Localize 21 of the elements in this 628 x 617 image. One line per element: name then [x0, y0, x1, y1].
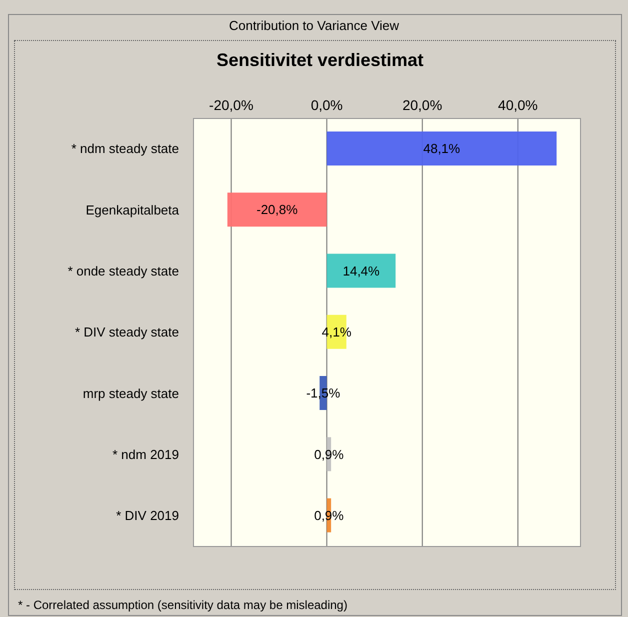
data-label: 14,4% — [342, 263, 380, 278]
y-tick-label: Egenkapitalbeta — [86, 202, 180, 218]
y-tick-label: * DIV 2019 — [116, 508, 179, 524]
y-tick-label: mrp steady state — [82, 386, 179, 401]
text: * - Correlated assumption (sensitivity data may be misleading) — [18, 598, 348, 612]
chart-title: Sensitivitet verdiestimat — [215, 50, 425, 71]
data-label: -20,8% — [256, 202, 298, 218]
y-tick-label: * onde steady state — [68, 263, 179, 278]
x-tick-label: 20,0% — [402, 97, 442, 113]
x-tick-label: 0,0% — [310, 97, 343, 113]
y-tick-label: * DIV steady state — [74, 324, 179, 340]
bar — [326, 254, 396, 288]
data-label: 48,1% — [423, 141, 461, 156]
y-tick-label: * ndm steady state — [71, 141, 179, 156]
bar — [326, 131, 557, 166]
bar — [227, 192, 327, 227]
y-tick-label: * ndm 2019 — [112, 446, 179, 462]
data-label: 0,9% — [314, 446, 344, 462]
x-tick-label: -20,0% — [209, 97, 254, 113]
text: Contribution to Variance View — [228, 18, 400, 33]
x-tick-label: 40,0% — [498, 97, 538, 113]
